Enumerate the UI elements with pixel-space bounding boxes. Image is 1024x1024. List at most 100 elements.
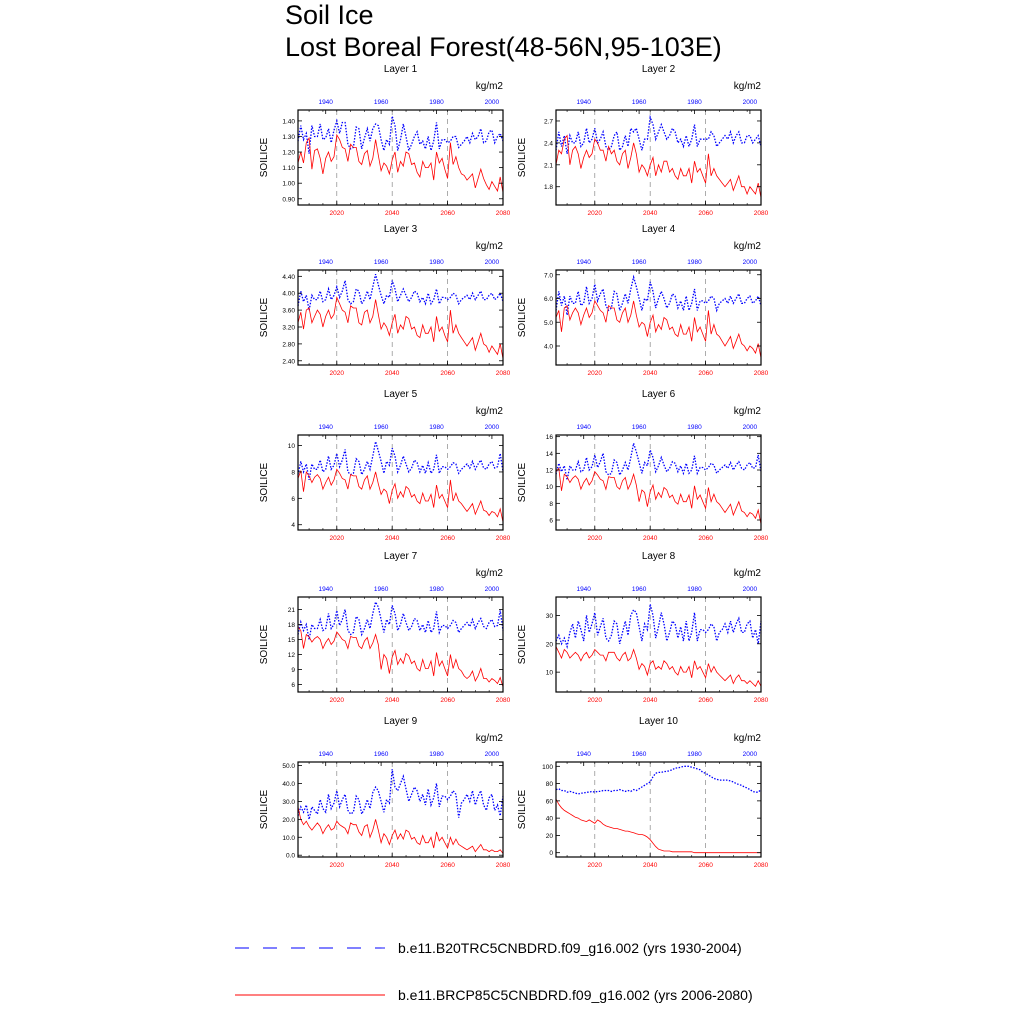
y-tick-label: 4.00 [282,291,295,298]
y-tick-label: 10 [546,484,554,491]
x-top-tick-label: 1940 [576,99,591,106]
panel-units: kg/m2 [734,81,762,92]
x-top-tick-label: 2000 [743,751,758,758]
panel-units: kg/m2 [476,568,504,579]
x-top-tick-label: 1960 [632,751,647,758]
series-rcp85-line [297,133,504,193]
x-bottom-tick-label: 2020 [330,862,345,869]
panel-title: Layer 7 [384,551,418,562]
x-top-tick-label: 2000 [743,259,758,266]
plot-frame [555,109,762,206]
legend-label-rcp85: b.e11.BRCP85C5CNBDRD.f09_g16.002 (yrs 20… [398,987,753,1003]
series-rcp85-line [297,296,504,359]
panel-units: kg/m2 [476,81,504,92]
x-bottom-tick-label: 2080 [496,697,511,704]
x-top-tick-label: 1960 [632,424,647,431]
x-bottom-tick-label: 2060 [440,697,455,704]
y-tick-label: 6 [291,682,295,689]
plot-frame [555,761,762,858]
chart-title-line2: Lost Boreal Forest(48-56N,95-103E) [285,32,722,62]
x-top-tick-label: 2000 [743,586,758,593]
y-tick-label: 4 [291,522,295,529]
x-top-tick-label: 1940 [576,586,591,593]
x-bottom-tick-label: 2020 [588,862,603,869]
panel-units: kg/m2 [476,733,504,744]
plot-frame [297,434,504,531]
x-top-tick-label: 1960 [632,586,647,593]
plot-frame [555,434,762,531]
y-axis-label: SOILICE [259,137,270,177]
x-top-tick-label: 1980 [429,424,444,431]
x-bottom-tick-label: 2080 [496,862,511,869]
x-bottom-tick-label: 2020 [330,370,345,377]
y-tick-label: 2.1 [544,162,553,169]
panel-title: Layer 9 [384,716,418,727]
series-historical-line [297,600,504,640]
y-axis-label: SOILICE [517,137,528,177]
plot-frame [555,269,762,366]
y-tick-label: 3.20 [282,325,295,332]
x-top-tick-label: 2000 [485,99,500,106]
panel-units: kg/m2 [734,568,762,579]
panel-units: kg/m2 [734,406,762,417]
y-tick-label: 2.7 [544,118,553,125]
x-bottom-tick-label: 2040 [385,862,400,869]
x-bottom-tick-label: 2060 [440,535,455,542]
x-top-tick-label: 1980 [687,99,702,106]
y-tick-label: 40 [546,816,554,823]
panel-title: Layer 6 [642,389,676,400]
y-tick-label: 8 [291,469,295,476]
panel-layer-7: 6 9 12 15 18 21 2020 2040 2060 2080 1940 1960 1980 20… [259,551,511,704]
series-rcp85-line [555,646,762,687]
panel-layer-6: 6 8 10 12 14 16 2020 2040 2060 2080 1940 1960 1980 20… [517,389,769,542]
x-bottom-tick-label: 2080 [496,370,511,377]
x-top-tick-label: 1980 [687,259,702,266]
x-top-tick-label: 1980 [687,751,702,758]
plot-frame [297,596,504,693]
panel-layer-3: 2.40 2.80 3.20 3.60 4.00 4.40 2020 2040 2060 2080… [259,224,511,377]
y-tick-label: 1.40 [282,118,295,125]
y-axis-label: SOILICE [517,624,528,664]
y-tick-label: 12 [546,468,554,475]
x-bottom-tick-label: 2080 [754,210,769,217]
x-top-tick-label: 2000 [743,424,758,431]
x-bottom-tick-label: 2040 [643,535,658,542]
x-top-tick-label: 2000 [485,751,500,758]
y-tick-label: 1.8 [544,184,553,191]
y-axis-label: SOILICE [259,789,270,829]
x-top-tick-label: 1960 [632,99,647,106]
y-axis-label: SOILICE [259,297,270,337]
y-tick-label: 6 [291,496,295,503]
y-tick-label: 18 [288,622,296,629]
y-tick-label: 5.0 [544,320,553,327]
series-historical-line [555,765,762,795]
x-bottom-tick-label: 2020 [588,535,603,542]
y-tick-label: 20 [546,833,554,840]
panel-layer-5: 4 6 8 10 2020 2040 2060 2080 1940 1960 1980 2000 Lay… [259,389,511,542]
series-rcp85-line [555,798,761,854]
y-tick-label: 10 [546,670,554,677]
x-bottom-tick-label: 2060 [698,535,713,542]
series-rcp85-line [555,467,762,525]
x-top-tick-label: 1980 [429,99,444,106]
y-tick-label: 14 [546,451,554,458]
plot-frame [555,596,762,693]
x-bottom-tick-label: 2020 [588,370,603,377]
panel-layer-8: 10 20 30 2020 2040 2060 2080 1940 1960 1980 2000 La… [517,551,769,704]
x-top-tick-label: 1940 [318,586,333,593]
x-bottom-tick-label: 2060 [698,210,713,217]
y-tick-label: 6.0 [544,296,553,303]
x-bottom-tick-label: 2020 [588,210,603,217]
y-tick-label: 8 [549,501,553,508]
x-bottom-tick-label: 2020 [330,535,345,542]
series-historical-line [555,440,762,481]
series-historical-line [555,274,762,316]
panel-layer-1: 0.90 1.00 1.10 1.20 1.30 1.40 2020 2040 2060 2080… [259,64,511,217]
y-tick-label: 1.20 [282,150,295,157]
x-top-tick-label: 1980 [429,586,444,593]
series-rcp85-line [297,626,504,688]
y-tick-label: 15 [288,637,296,644]
x-bottom-tick-label: 2040 [643,370,658,377]
x-bottom-tick-label: 2080 [754,370,769,377]
